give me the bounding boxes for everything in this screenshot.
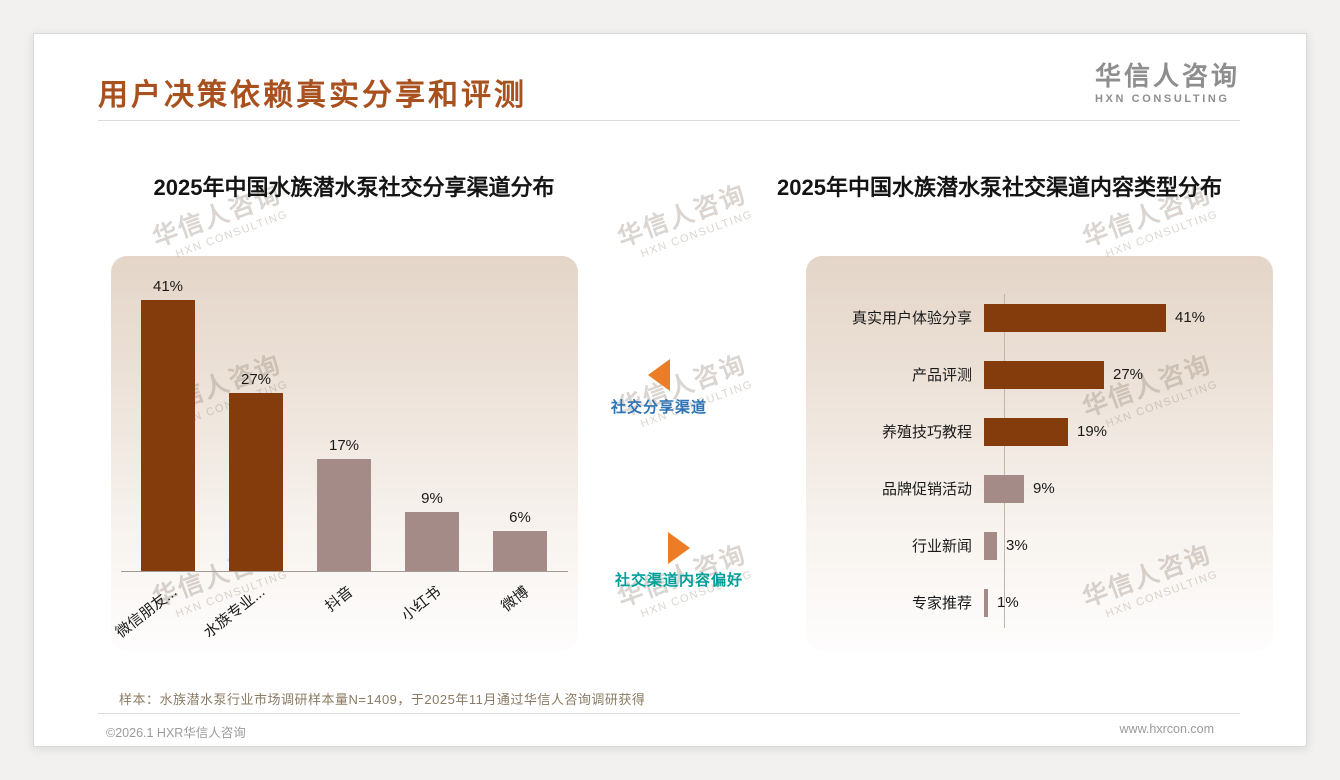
bar-group: 41% 微信朋友... [113, 256, 212, 641]
category-label: 养殖技巧教程 [881, 424, 972, 441]
sharing-channel-bar-chart: 41% 微信朋友... 27% 水族专业... 17% 抖音 9% 小红书 6% 微博 [111, 256, 578, 651]
bar-area: 3% [984, 531, 1256, 560]
bar [984, 474, 1024, 503]
bar-value-label: 9% [1033, 480, 1055, 497]
bar [317, 459, 371, 571]
bar-area: 27% [984, 360, 1256, 389]
chart-row: 真实用户体验分享 41% [826, 289, 1256, 346]
logo-subtext: HXN CONSULTING [1094, 92, 1230, 105]
annotation-label-blue: 社交分享渠道 [610, 399, 707, 416]
annotation-content-preference: 社交渠道内容偏好 [584, 532, 774, 590]
category-label: 真实用户体验分享 [851, 310, 972, 327]
chart-row: 行业新闻 3% [826, 517, 1256, 574]
website-url: www.hxrcon.com [1119, 722, 1214, 736]
bar-value-label: 27% [240, 371, 272, 388]
left-triangle-icon [648, 359, 670, 391]
bar-area: 9% [984, 474, 1256, 503]
bar [984, 531, 997, 560]
horizontal-bar-rows: 真实用户体验分享 41% 产品评测 27% 养殖技巧教程 19% 品牌促销活动 9% 行业新闻 3… [826, 289, 1256, 631]
bar-value-label: 19% [1077, 423, 1108, 440]
bar-value-label: 1% [997, 594, 1019, 611]
bar-area: 19% [984, 417, 1256, 446]
sample-footnote: 样本：水族潜水泵行业市场调研样本量N=1409，于2025年11月通过华信人咨询… [119, 692, 646, 707]
bar-value-label: 3% [1006, 537, 1028, 554]
bar-group: 9% 小红书 [388, 256, 476, 624]
page-title: 用户决策依赖真实分享和评测 [98, 79, 527, 112]
bar [493, 531, 547, 571]
right-chart-title: 2025年中国水族潜水泵社交渠道内容类型分布 [777, 175, 1222, 200]
category-label: 行业新闻 [911, 538, 972, 555]
chart-row: 专家推荐 1% [826, 574, 1256, 631]
chart-row: 品牌促销活动 9% [826, 460, 1256, 517]
logo-text: 华信人咨询 [1094, 61, 1240, 91]
watermark-text: 华信人咨询 [613, 179, 751, 253]
category-label: 产品评测 [911, 367, 972, 384]
bar-value-label: 17% [328, 437, 360, 454]
right-triangle-icon [668, 532, 690, 564]
bar [984, 303, 1166, 332]
copyright-text: ©2026.1 HXR华信人咨询 [106, 726, 246, 740]
bar-value-label: 9% [421, 490, 443, 507]
bar-group: 27% 水族专业... [201, 256, 300, 641]
bar-group: 6% 微博 [476, 256, 564, 615]
bar [984, 360, 1104, 389]
category-label: 专家推荐 [911, 595, 972, 612]
chart-row: 养殖技巧教程 19% [826, 403, 1256, 460]
watermark-subtext: HXN CONSULTING [639, 208, 755, 261]
company-logo: 华信人咨询 HXN CONSULTING [1095, 62, 1240, 105]
bar [405, 512, 459, 571]
vertical-bar-plot: 41% 微信朋友... 27% 水族专业... 17% 抖音 9% 小红书 6% 微博 [113, 256, 564, 641]
slide: 用户决策依赖真实分享和评测 华信人咨询 HXN CONSULTING 2025年… [33, 33, 1307, 747]
annotation-label-teal: 社交渠道内容偏好 [614, 572, 743, 589]
left-chart-title: 2025年中国水族潜水泵社交分享渠道分布 [153, 175, 555, 200]
bar-area: 41% [984, 303, 1256, 332]
category-label: 品牌促销活动 [881, 481, 972, 498]
footer-divider [98, 713, 1240, 714]
bar [984, 417, 1068, 446]
content-type-bar-chart: 真实用户体验分享 41% 产品评测 27% 养殖技巧教程 19% 品牌促销活动 9% 行业新闻 3… [806, 256, 1273, 651]
bar-area: 1% [984, 588, 1256, 617]
annotation-sharing-channels: 社交分享渠道 [574, 359, 744, 417]
bar [141, 300, 195, 571]
bar-value-label: 41% [152, 278, 184, 295]
title-divider [98, 120, 1240, 121]
y-axis-line [1004, 294, 1005, 628]
chart-row: 产品评测 27% [826, 346, 1256, 403]
bar-value-label: 27% [1113, 366, 1144, 383]
bar [229, 393, 283, 571]
bar [984, 588, 988, 617]
bar-value-label: 6% [509, 509, 531, 526]
bar-group: 17% 抖音 [300, 256, 388, 615]
bar-value-label: 41% [1175, 309, 1206, 326]
x-axis-line [121, 571, 568, 572]
